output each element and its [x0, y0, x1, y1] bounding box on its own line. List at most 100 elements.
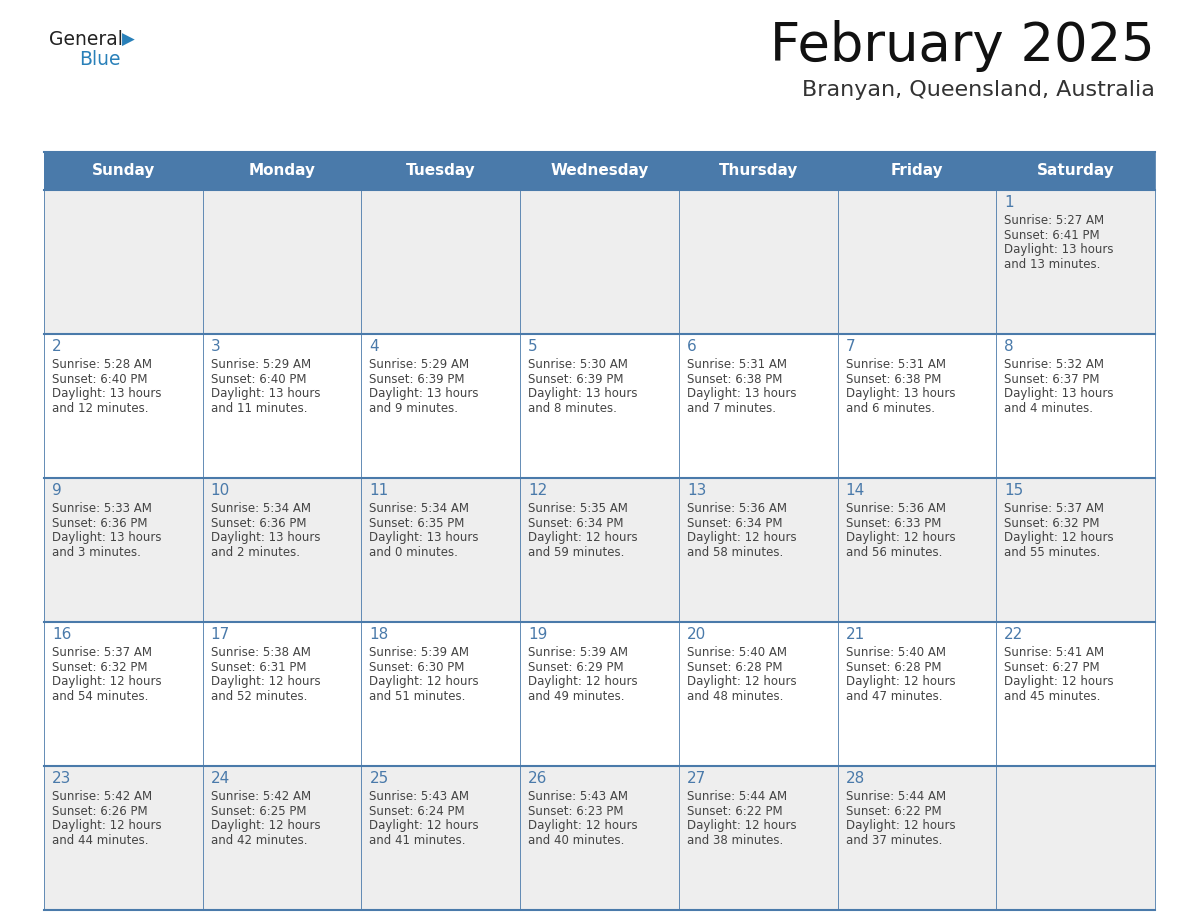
Text: Sunset: 6:28 PM: Sunset: 6:28 PM: [846, 661, 941, 674]
Text: and 48 minutes.: and 48 minutes.: [687, 690, 783, 703]
Text: Sunrise: 5:44 AM: Sunrise: 5:44 AM: [846, 790, 946, 803]
Text: Sunday: Sunday: [91, 163, 156, 178]
Text: 8: 8: [1004, 339, 1013, 354]
Text: Sunrise: 5:33 AM: Sunrise: 5:33 AM: [52, 502, 152, 516]
Text: 3: 3: [210, 339, 221, 354]
Text: Daylight: 13 hours: Daylight: 13 hours: [687, 387, 796, 400]
Text: Sunset: 6:31 PM: Sunset: 6:31 PM: [210, 661, 307, 674]
Text: and 4 minutes.: and 4 minutes.: [1004, 402, 1093, 415]
Text: Sunrise: 5:43 AM: Sunrise: 5:43 AM: [369, 790, 469, 803]
Text: Sunset: 6:39 PM: Sunset: 6:39 PM: [369, 373, 465, 386]
Text: 26: 26: [529, 771, 548, 786]
Text: Daylight: 12 hours: Daylight: 12 hours: [846, 820, 955, 833]
Text: 20: 20: [687, 627, 706, 642]
Text: Monday: Monday: [248, 163, 316, 178]
Text: 7: 7: [846, 339, 855, 354]
Text: 25: 25: [369, 771, 388, 786]
Text: 11: 11: [369, 483, 388, 498]
Text: Sunrise: 5:27 AM: Sunrise: 5:27 AM: [1004, 215, 1105, 228]
Text: Sunrise: 5:42 AM: Sunrise: 5:42 AM: [210, 790, 311, 803]
Text: Sunrise: 5:29 AM: Sunrise: 5:29 AM: [210, 359, 311, 372]
Text: and 59 minutes.: and 59 minutes.: [529, 546, 625, 559]
Bar: [44, 478, 1155, 622]
Text: and 49 minutes.: and 49 minutes.: [529, 690, 625, 703]
Text: Saturday: Saturday: [1037, 163, 1114, 178]
Text: Wednesday: Wednesday: [550, 163, 649, 178]
Text: 6: 6: [687, 339, 696, 354]
Text: Daylight: 12 hours: Daylight: 12 hours: [529, 820, 638, 833]
Text: Sunrise: 5:36 AM: Sunrise: 5:36 AM: [846, 502, 946, 516]
Text: Sunrise: 5:30 AM: Sunrise: 5:30 AM: [529, 359, 628, 372]
Text: and 7 minutes.: and 7 minutes.: [687, 402, 776, 415]
Text: General: General: [49, 30, 122, 49]
Text: and 2 minutes.: and 2 minutes.: [210, 546, 299, 559]
Text: 21: 21: [846, 627, 865, 642]
Text: Sunset: 6:22 PM: Sunset: 6:22 PM: [846, 805, 941, 818]
Text: Daylight: 13 hours: Daylight: 13 hours: [1004, 387, 1114, 400]
Text: Daylight: 12 hours: Daylight: 12 hours: [687, 676, 796, 688]
Text: Sunset: 6:41 PM: Sunset: 6:41 PM: [1004, 229, 1100, 242]
Text: Sunset: 6:40 PM: Sunset: 6:40 PM: [210, 373, 307, 386]
Text: 14: 14: [846, 483, 865, 498]
Text: Sunrise: 5:34 AM: Sunrise: 5:34 AM: [369, 502, 469, 516]
Text: Blue: Blue: [78, 50, 120, 69]
Text: and 8 minutes.: and 8 minutes.: [529, 402, 617, 415]
Text: and 0 minutes.: and 0 minutes.: [369, 546, 459, 559]
Text: and 6 minutes.: and 6 minutes.: [846, 402, 935, 415]
Text: 13: 13: [687, 483, 706, 498]
Text: Sunrise: 5:43 AM: Sunrise: 5:43 AM: [529, 790, 628, 803]
Text: Sunset: 6:35 PM: Sunset: 6:35 PM: [369, 517, 465, 530]
Text: Sunset: 6:29 PM: Sunset: 6:29 PM: [529, 661, 624, 674]
Text: Daylight: 12 hours: Daylight: 12 hours: [369, 676, 479, 688]
Bar: [44, 190, 1155, 334]
Text: Daylight: 13 hours: Daylight: 13 hours: [52, 387, 162, 400]
Text: and 51 minutes.: and 51 minutes.: [369, 690, 466, 703]
Text: and 38 minutes.: and 38 minutes.: [687, 834, 783, 847]
Text: and 55 minutes.: and 55 minutes.: [1004, 546, 1100, 559]
Text: Daylight: 12 hours: Daylight: 12 hours: [1004, 676, 1114, 688]
Text: and 58 minutes.: and 58 minutes.: [687, 546, 783, 559]
Text: Daylight: 13 hours: Daylight: 13 hours: [210, 387, 321, 400]
Text: Sunset: 6:36 PM: Sunset: 6:36 PM: [210, 517, 307, 530]
Text: and 3 minutes.: and 3 minutes.: [52, 546, 141, 559]
Text: Sunrise: 5:31 AM: Sunrise: 5:31 AM: [846, 359, 946, 372]
Text: Daylight: 13 hours: Daylight: 13 hours: [52, 532, 162, 544]
Text: and 11 minutes.: and 11 minutes.: [210, 402, 308, 415]
Text: Daylight: 13 hours: Daylight: 13 hours: [529, 387, 638, 400]
Text: Daylight: 12 hours: Daylight: 12 hours: [846, 676, 955, 688]
Text: Sunrise: 5:28 AM: Sunrise: 5:28 AM: [52, 359, 152, 372]
Text: Daylight: 12 hours: Daylight: 12 hours: [687, 532, 796, 544]
Text: Sunrise: 5:40 AM: Sunrise: 5:40 AM: [846, 646, 946, 659]
Text: Daylight: 12 hours: Daylight: 12 hours: [529, 532, 638, 544]
Text: and 45 minutes.: and 45 minutes.: [1004, 690, 1100, 703]
Text: Friday: Friday: [891, 163, 943, 178]
Text: Sunrise: 5:31 AM: Sunrise: 5:31 AM: [687, 359, 786, 372]
Text: and 56 minutes.: and 56 minutes.: [846, 546, 942, 559]
Text: 19: 19: [529, 627, 548, 642]
Text: 16: 16: [52, 627, 71, 642]
Text: 28: 28: [846, 771, 865, 786]
Text: Sunset: 6:38 PM: Sunset: 6:38 PM: [687, 373, 782, 386]
Text: Sunrise: 5:42 AM: Sunrise: 5:42 AM: [52, 790, 152, 803]
Text: 24: 24: [210, 771, 230, 786]
Text: Sunset: 6:34 PM: Sunset: 6:34 PM: [529, 517, 624, 530]
Text: Daylight: 12 hours: Daylight: 12 hours: [210, 676, 321, 688]
Text: Sunset: 6:33 PM: Sunset: 6:33 PM: [846, 517, 941, 530]
Text: and 12 minutes.: and 12 minutes.: [52, 402, 148, 415]
Text: and 40 minutes.: and 40 minutes.: [529, 834, 625, 847]
Text: Daylight: 13 hours: Daylight: 13 hours: [369, 387, 479, 400]
Text: Sunrise: 5:40 AM: Sunrise: 5:40 AM: [687, 646, 786, 659]
Bar: [44, 622, 1155, 766]
Text: Sunset: 6:34 PM: Sunset: 6:34 PM: [687, 517, 783, 530]
Text: 10: 10: [210, 483, 230, 498]
Text: Sunrise: 5:39 AM: Sunrise: 5:39 AM: [529, 646, 628, 659]
Text: 9: 9: [52, 483, 62, 498]
Text: Sunrise: 5:34 AM: Sunrise: 5:34 AM: [210, 502, 311, 516]
Text: 27: 27: [687, 771, 706, 786]
Text: Daylight: 12 hours: Daylight: 12 hours: [1004, 532, 1114, 544]
Text: Daylight: 12 hours: Daylight: 12 hours: [52, 676, 162, 688]
Text: Daylight: 13 hours: Daylight: 13 hours: [210, 532, 321, 544]
Bar: [44, 766, 1155, 910]
Text: Sunset: 6:30 PM: Sunset: 6:30 PM: [369, 661, 465, 674]
Text: February 2025: February 2025: [770, 20, 1155, 72]
